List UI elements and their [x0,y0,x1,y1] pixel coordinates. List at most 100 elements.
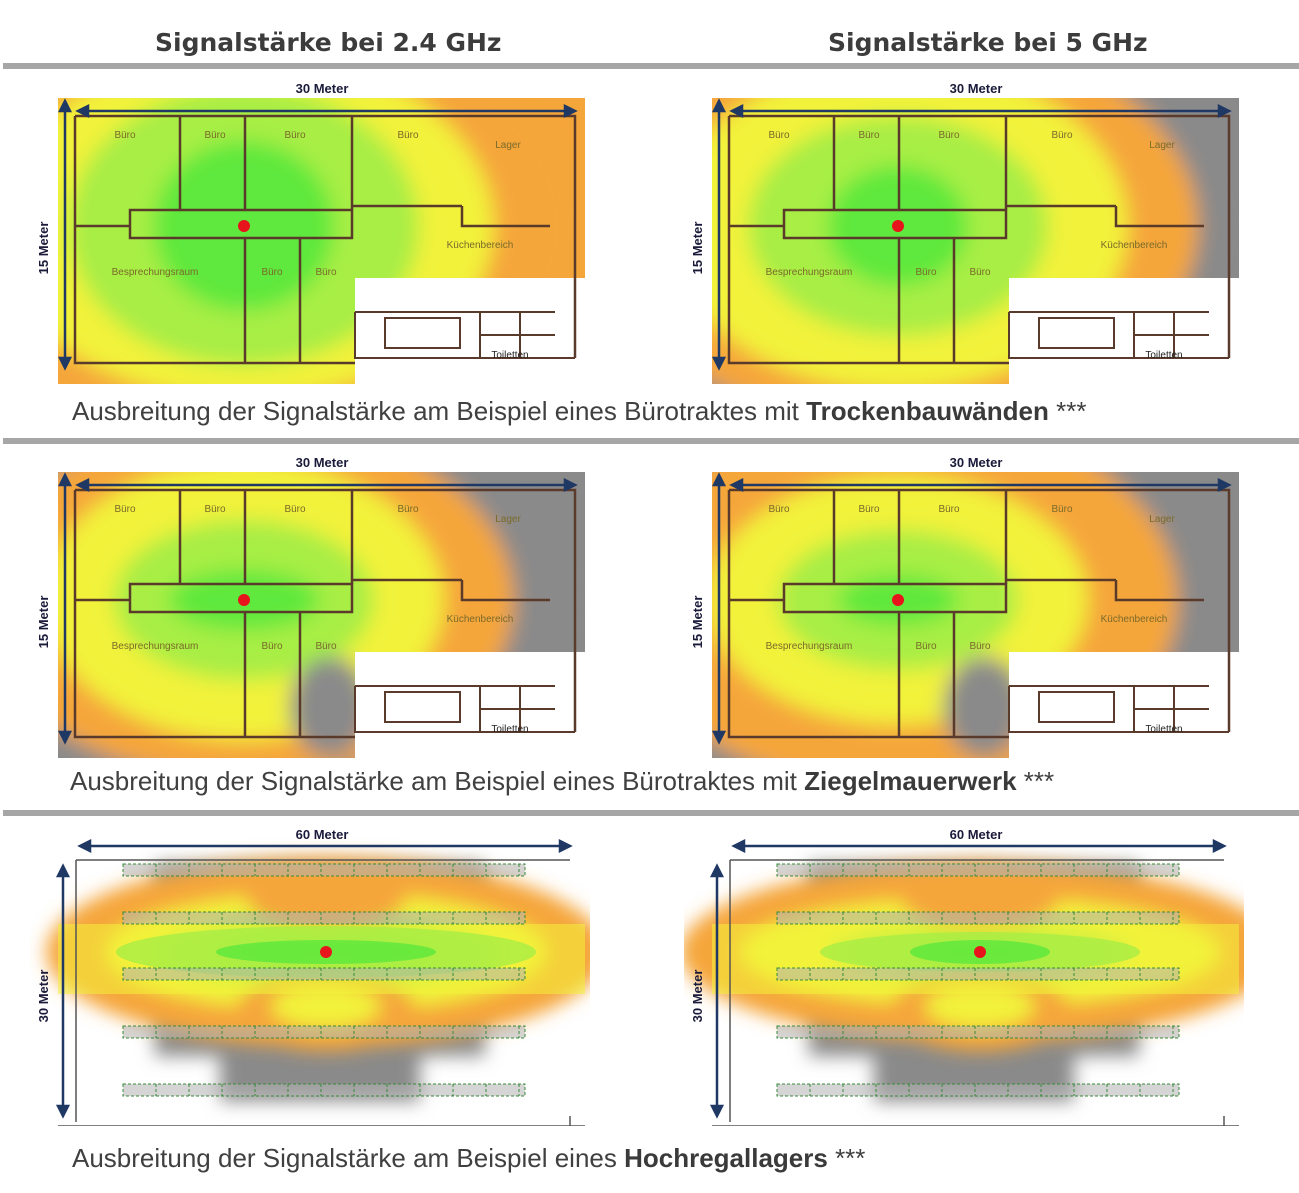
floorplan-walls [727,114,1231,365]
router-dot [238,594,250,606]
room-label: Büro [114,504,136,515]
rack-rows [776,863,1180,1097]
room-label: Besprechungsraum [766,641,853,652]
room-label: Lager [1149,514,1175,525]
heatmap-brick-2-4ghz: Büro Büro Büro Büro Lager Küchenbereich Bespre… [30,452,590,762]
room-label: Büro [768,130,790,141]
room-label: Büro [969,641,991,652]
hall-outline [58,859,585,1126]
room-label: Küchenbereich [447,614,514,625]
rack-row [776,911,1180,925]
rack-row [122,1025,526,1039]
room-label: Büro [114,130,136,141]
room-label: Lager [495,140,521,151]
sanitary-area [355,278,555,384]
room-label: Büro [315,641,337,652]
hall-outline [712,859,1239,1126]
dimension-arrows [711,472,1232,745]
router-dot [238,220,250,232]
caption-text: Ausbreitung der Signalstärke am Beispiel… [70,766,805,796]
height-label: 30 Meter [36,970,51,1023]
room-label: Toiletten [491,724,528,735]
router-dot [892,594,904,606]
dimension-arrows [711,98,1232,371]
width-label: 30 Meter [296,81,349,96]
room-label: Büro [915,267,937,278]
room-label: Toiletten [1145,350,1182,361]
floorplan-walls [73,114,577,365]
rack-row [122,911,526,925]
dimension-arrows [709,838,1227,1119]
room-label: Büro [284,504,306,515]
floorplan-walls [73,488,577,739]
dimension-arrows [57,98,578,371]
weak-zone [505,477,585,547]
caption-suffix: *** [1016,766,1055,796]
toilet-walls [1008,311,1229,359]
signal-lobe-bottom-inner [271,984,381,1028]
room-label: Büro [1051,504,1073,515]
router-dot [892,220,904,232]
divider-top [3,63,1299,69]
room-label: Büro [397,504,419,515]
caption-brick: Ausbreitung der Signalstärke am Beispiel… [70,766,1054,797]
caption-warehouse: Ausbreitung der Signalstärke am Beispiel… [72,1143,865,1174]
signal-lobe-bottom-inner [925,984,1035,1028]
caption-suffix: *** [1048,396,1087,426]
rack-row [776,967,1180,981]
dimension-arrows [57,472,578,745]
height-label: 15 Meter [690,596,705,649]
room-label: Büro [858,130,880,141]
room-label: Toiletten [491,350,528,361]
room-label: Büro [768,504,790,515]
width-label: 60 Meter [296,827,349,842]
room-label: Besprechungsraum [112,267,199,278]
rack-rows [122,863,526,1097]
sanitary-area [355,652,555,758]
divider-middle-1 [3,438,1299,444]
room-label: Büro [858,504,880,515]
rack-row [776,1025,1180,1039]
room-label: Büro [315,267,337,278]
room-label: Büro [261,267,283,278]
room-label: Büro [204,504,226,515]
router-dot [974,946,986,958]
sanitary-area [1009,652,1209,758]
width-label: 30 Meter [950,81,1003,96]
room-label: Toiletten [1145,724,1182,735]
caption-drywall: Ausbreitung der Signalstärke am Beispiel… [72,396,1086,427]
room-label: Besprechungsraum [112,641,199,652]
room-label: Küchenbereich [1101,240,1168,251]
rack-row [776,1083,1180,1097]
dimension-arrows [55,838,573,1119]
room-label: Büro [397,130,419,141]
rack-row [122,967,526,981]
room-label: Büro [261,641,283,652]
rack-row [122,863,526,877]
height-label: 15 Meter [36,222,51,275]
width-label: 30 Meter [950,455,1003,470]
room-label: Lager [495,514,521,525]
weak-zone [944,657,1024,757]
rack-row [122,1083,526,1097]
caption-emphasis: Hochregallagers [624,1143,828,1173]
sanitary-area [1009,278,1209,384]
room-label: Büro [1051,130,1073,141]
height-label: 15 Meter [36,596,51,649]
heatmap-drywall-2-4ghz: Büro Büro Büro Büro Lager Küchenbereich Bespre… [30,78,590,388]
toilet-walls [354,685,575,733]
caption-text: Ausbreitung der Signalstärke am Beispiel… [72,1143,625,1173]
room-label: Büro [938,504,960,515]
room-label: Büro [969,267,991,278]
width-label: 60 Meter [950,827,1003,842]
header-5ghz: Signalstärke bei 5 GHz [828,28,1148,57]
toilet-walls [1008,685,1229,733]
room-label: Lager [1149,140,1175,151]
rack-row [776,863,1180,877]
router-dot [320,946,332,958]
room-label: Büro [204,130,226,141]
divider-middle-2 [3,810,1299,816]
heatmap-warehouse-2-4ghz: 60 Meter 30 Meter [30,826,590,1126]
caption-text: Ausbreitung der Signalstärke am Beispiel… [72,396,807,426]
weak-zone [290,657,370,757]
